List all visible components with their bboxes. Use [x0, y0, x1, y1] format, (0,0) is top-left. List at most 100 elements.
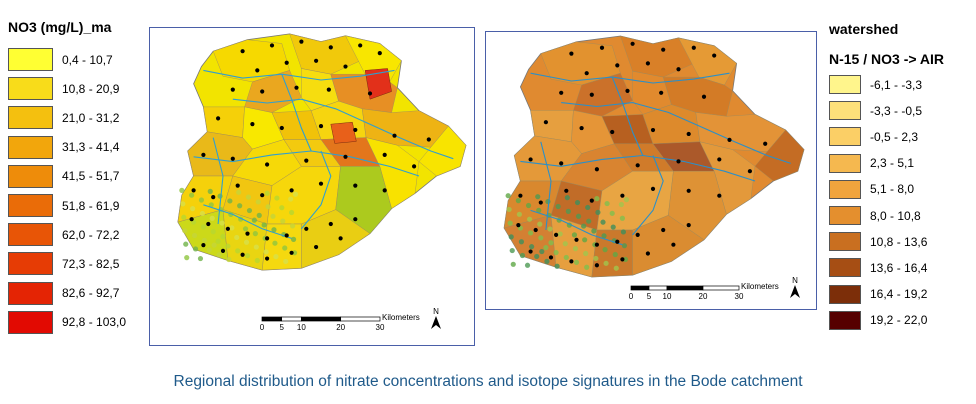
landuse-patch [554, 263, 560, 269]
sampling-point [230, 156, 235, 161]
scalebar-segment [702, 285, 740, 291]
sampling-point [220, 248, 226, 253]
right-legend-label: 19,2 - 22,0 [870, 313, 928, 328]
sampling-point [686, 223, 691, 228]
sampling-point [328, 45, 333, 50]
sampling-point [216, 116, 221, 121]
landuse-patch [612, 251, 618, 258]
right-legend-item: -0,5 - 2,3 [829, 127, 918, 147]
north-arrow-icon [431, 316, 441, 329]
sampling-point [235, 183, 240, 188]
landuse-patch [270, 213, 276, 219]
landuse-patch [182, 228, 188, 234]
sampling-point [727, 137, 732, 142]
sampling-point [620, 193, 625, 198]
sampling-point [269, 43, 275, 48]
right-legend-label: 2,3 - 5,1 [870, 156, 915, 171]
landuse-patch [216, 252, 222, 258]
left-legend-label: 41,5 - 51,7 [62, 169, 120, 184]
landuse-patch [271, 227, 277, 233]
right-legend-swatch [829, 284, 861, 304]
sampling-point [412, 164, 417, 169]
river [232, 98, 371, 125]
landuse-patch [211, 242, 217, 248]
landuse-patch [197, 255, 204, 262]
sampling-point [260, 89, 265, 94]
left-legend-item: 21,0 - 31,2 [8, 106, 119, 130]
landuse-patch [251, 217, 257, 223]
sampling-point [610, 129, 615, 135]
left-legend-item: 92,8 - 103,0 [8, 310, 126, 334]
landuse-patch [564, 195, 570, 201]
sampling-point [615, 63, 620, 68]
landuse-patch [545, 198, 551, 205]
right-legend-item: 13,6 - 16,4 [829, 258, 928, 278]
subcatchment [632, 215, 705, 276]
scalebar-segment [300, 316, 342, 322]
hotspot-region [330, 121, 357, 144]
landuse-patch [555, 203, 561, 210]
landuse-patch [536, 207, 542, 213]
sampling-point [579, 125, 584, 131]
right-legend-label: 13,6 - 16,4 [870, 260, 928, 275]
landuse-patch [207, 188, 213, 194]
right-legend-item: 5,1 - 8,0 [829, 179, 914, 199]
sampling-point [314, 244, 319, 250]
landuse-patch [289, 209, 295, 216]
landuse-patch [507, 220, 513, 226]
right-legend-item: 16,4 - 19,2 [829, 284, 927, 304]
sampling-point [367, 91, 373, 96]
sampling-point [343, 64, 348, 69]
sampling-point [284, 60, 289, 65]
landuse-patch [618, 201, 624, 208]
scalebar-tick: 20 [699, 292, 708, 301]
figure-caption: Regional distribution of nitrate concent… [173, 373, 803, 390]
right-legend-label: -6,1 - -3,3 [870, 77, 923, 92]
sampling-point [426, 137, 431, 142]
sampling-point [650, 186, 656, 191]
right-legend-item: 8,0 - 10,8 [829, 206, 921, 225]
landuse-patch [557, 231, 563, 237]
landuse-patch [534, 253, 540, 260]
left-legend-title: NO3 (mg/L)_ma [8, 19, 112, 35]
river [203, 204, 292, 239]
left-legend-swatch [8, 106, 53, 130]
right-legend-item: -6,1 - -3,3 [829, 75, 922, 94]
landuse-patch [594, 196, 600, 202]
sampling-point [763, 141, 768, 146]
landuse-patch [219, 220, 225, 226]
landuse-patch [582, 237, 588, 243]
left-legend-swatch [8, 48, 53, 71]
left-legend-label: 72,3 - 82,5 [62, 256, 120, 271]
right-legend-swatch [829, 101, 861, 121]
landuse-patch [288, 196, 294, 202]
sampling-point [189, 217, 194, 222]
left-legend-label: 51,8 - 61,9 [62, 198, 120, 213]
sampling-point [594, 167, 599, 172]
landuse-patch [256, 212, 262, 218]
sampling-point [554, 232, 559, 237]
landuse-patch [264, 190, 270, 196]
landuse-patch [562, 241, 568, 247]
sampling-point [686, 188, 691, 193]
sampling-point [392, 133, 397, 138]
sampling-point [318, 181, 324, 186]
river [561, 102, 705, 129]
landuse-patch [622, 256, 629, 262]
landuse-patch [585, 204, 591, 211]
sampling-point [240, 252, 245, 257]
landuse-patch [201, 237, 207, 243]
sampling-point [528, 157, 533, 162]
left-legend-swatch [8, 77, 53, 101]
sampling-point [206, 221, 211, 227]
landuse-patch [609, 210, 615, 216]
left-legend-item: 31,3 - 41,4 [8, 135, 119, 159]
sampling-point [255, 68, 260, 73]
left-legend-label: 0,4 - 10,7 [62, 52, 113, 67]
left-legend-swatch [8, 135, 53, 159]
river [300, 150, 332, 230]
sampling-point [594, 242, 599, 247]
landuse-patch [206, 247, 212, 253]
sampling-point [533, 227, 538, 233]
river [703, 127, 791, 164]
